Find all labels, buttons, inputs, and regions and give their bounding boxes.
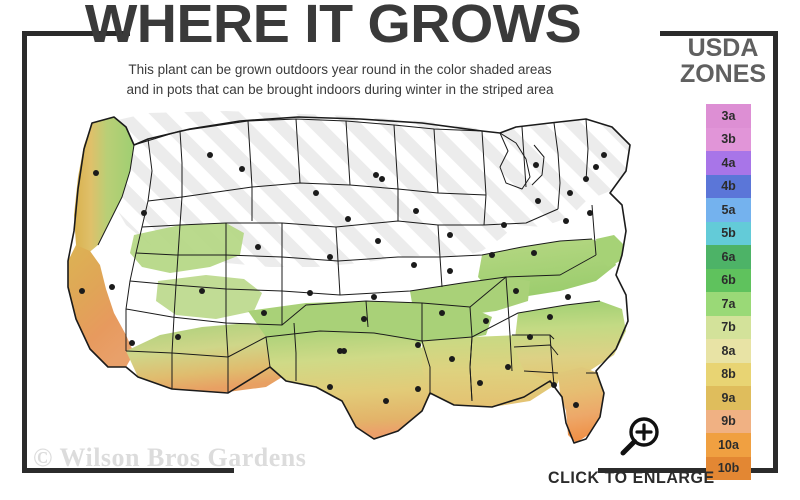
legend-zone-7a: 7a <box>706 292 751 316</box>
legend-zone-4a: 4a <box>706 151 751 175</box>
page-subtitle: This plant can be grown outdoors year ro… <box>40 60 640 99</box>
legend-zone-5a: 5a <box>706 198 751 222</box>
legend-zone-10b: 10b <box>706 456 751 480</box>
frame-bottom-left-segment <box>22 468 234 473</box>
legend-zone-8b: 8b <box>706 362 751 386</box>
subtitle-line-2: and in pots that can be brought indoors … <box>126 81 554 97</box>
frame-right-segment <box>773 31 778 473</box>
magnifier-plus-svg[interactable] <box>616 416 662 460</box>
legend-zone-9b: 9b <box>706 409 751 433</box>
frame-top-right-segment <box>660 31 778 36</box>
us-hardiness-map[interactable] <box>30 105 650 445</box>
legend-zone-9a: 9a <box>706 386 751 410</box>
magnifier-plus-icon[interactable] <box>616 416 662 460</box>
click-to-enlarge-label[interactable]: CLICK TO ENLARGE <box>548 468 715 487</box>
legend-zone-5b: 5b <box>706 221 751 245</box>
legend-heading: USDA ZONES <box>663 34 783 88</box>
legend-heading-line-2: ZONES <box>679 59 767 88</box>
frame-left-segment <box>22 31 27 473</box>
watermark-credit: © Wilson Bros Gardens <box>33 443 307 472</box>
legend-heading-line-1: USDA <box>687 34 759 62</box>
legend-zone-7b: 7b <box>706 315 751 339</box>
subtitle-line-1: This plant can be grown outdoors year ro… <box>128 62 552 77</box>
map-colored-regions <box>68 117 626 443</box>
frame-top-left-segment <box>22 31 130 36</box>
legend-zone-4b: 4b <box>706 174 751 198</box>
legend-zone-3a: 3a <box>706 104 751 128</box>
legend-zone-10a: 10a <box>706 433 751 457</box>
legend-zone-6b: 6b <box>706 268 751 292</box>
frame-bottom-right-segment <box>598 468 778 473</box>
legend-zone-6a: 6a <box>706 245 751 269</box>
map-city-dots <box>79 152 607 408</box>
legend-zone-3b: 3b <box>706 127 751 151</box>
us-map-svg[interactable] <box>30 105 650 445</box>
legend-zone-8a: 8a <box>706 339 751 363</box>
map-state-borders <box>67 116 631 444</box>
usda-zone-legend: 3a 3b 4a 4b 5a 5b 6a 6b 7a 7b 8a 8b 9a 9b 10a 10b <box>706 104 751 480</box>
page-title: WHERE IT GROWS <box>84 0 582 54</box>
